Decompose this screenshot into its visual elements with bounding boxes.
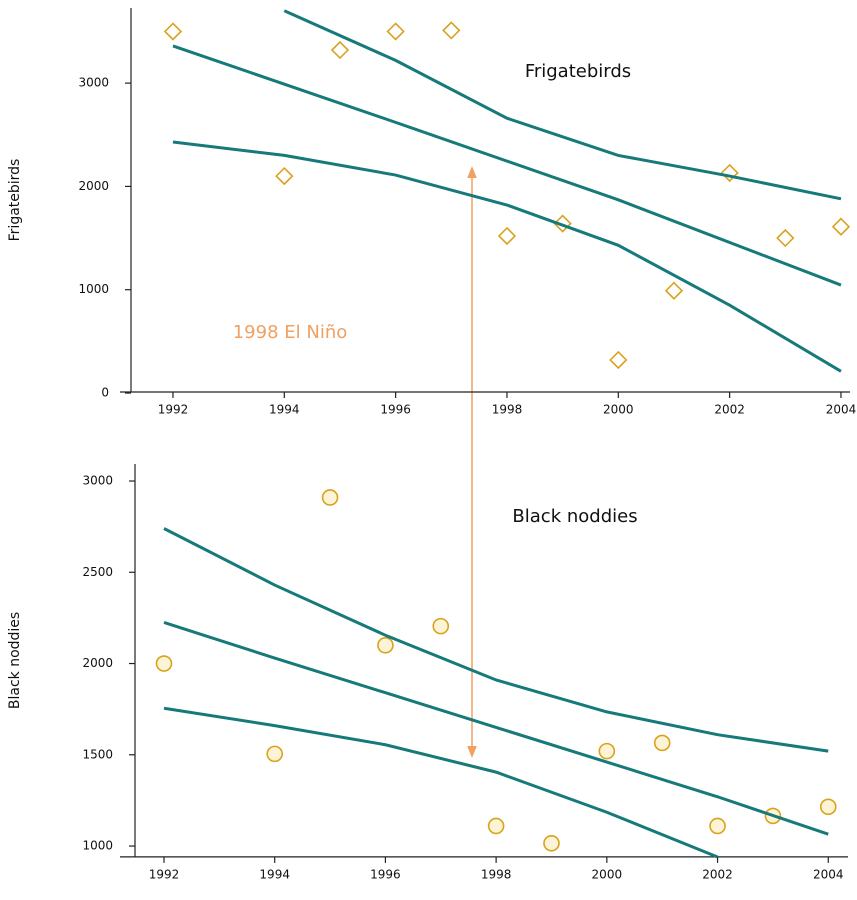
panel-title: Black noddies (512, 506, 637, 527)
x-tick-label: 1994 (259, 867, 290, 881)
x-tick-label: 1998 (481, 867, 512, 881)
data-point (386, 22, 405, 41)
y-tick-label: 2500 (82, 565, 113, 579)
y-tick-label: 1000 (78, 282, 109, 296)
fit-line (283, 9, 842, 201)
x-tick-label: 2000 (603, 403, 634, 417)
x-tick-label: 1994 (269, 403, 300, 417)
data-point (653, 734, 671, 752)
x-tick-label: 2000 (592, 867, 623, 881)
data-point (442, 21, 461, 40)
data-point (432, 617, 450, 635)
fit-line (163, 527, 829, 753)
data-point (776, 228, 795, 248)
data-point (709, 817, 726, 835)
x-tick-label: 2004 (826, 403, 857, 417)
y-tick-label: 1500 (82, 747, 113, 761)
x-tick-label: 1996 (380, 403, 411, 417)
data-point (163, 22, 183, 41)
data-point (487, 817, 505, 835)
data-point (155, 655, 173, 672)
annotation: 1998 El Niño (233, 322, 348, 343)
fit-line (163, 621, 829, 836)
y-tick-label: 3000 (82, 474, 113, 488)
y-tick-label: 0 (101, 386, 109, 400)
data-point (664, 281, 684, 300)
data-point (275, 166, 294, 186)
data-point (543, 834, 560, 852)
y-axis-label: Frigatebirds (7, 159, 23, 242)
x-tick-label: 1992 (149, 867, 180, 881)
fit-line (172, 140, 842, 373)
data-point (598, 742, 616, 760)
y-tick-label: 2000 (82, 656, 113, 670)
x-tick-label: 2002 (714, 403, 745, 417)
x-tick-label: 1992 (158, 403, 189, 417)
y-tick-label: 2000 (78, 179, 109, 193)
data-point (819, 798, 837, 816)
data-point (831, 217, 851, 236)
data-point (266, 745, 283, 763)
fit-line (172, 44, 842, 287)
data-point (330, 40, 350, 60)
x-tick-label: 2002 (702, 867, 733, 881)
y-tick-label: 1000 (82, 839, 113, 853)
y-axis-label: Black noddies (7, 612, 23, 709)
data-point (377, 636, 394, 654)
x-tick-label: 1996 (370, 867, 401, 881)
x-tick-label: 1998 (492, 403, 523, 417)
data-point (609, 350, 628, 370)
panel-title: Frigatebirds (525, 61, 631, 82)
data-point (497, 226, 517, 246)
y-tick-label: 3000 (78, 76, 109, 90)
data-point (321, 489, 339, 506)
fit-line (163, 706, 719, 859)
x-tick-label: 2004 (813, 867, 844, 881)
